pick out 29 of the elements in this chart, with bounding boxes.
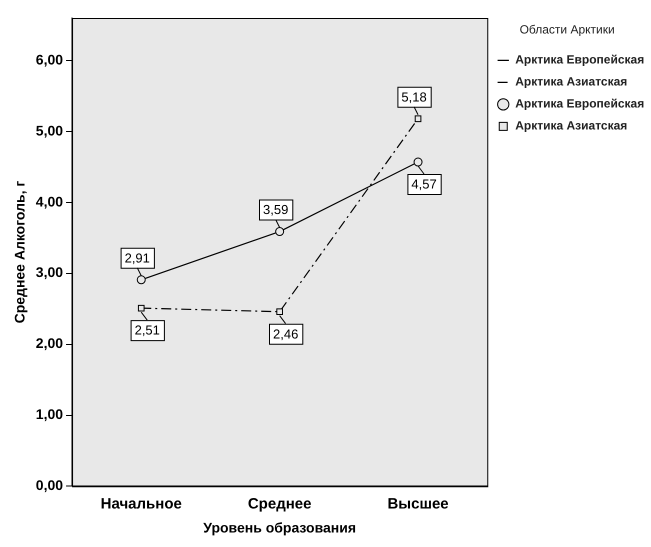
legend-title: Области Арктики <box>520 22 615 36</box>
text: Арктика Азиатская <box>515 74 628 89</box>
data-label: 3,59 <box>262 202 288 218</box>
x-tick-label: Среднее <box>248 495 312 512</box>
x-tick-label: Начальное <box>100 495 182 512</box>
y-tick-label: 6,00 <box>36 51 64 68</box>
data-label: 4,57 <box>411 176 437 192</box>
data-label: 2,91 <box>124 250 150 266</box>
y-tick-label: 0,00 <box>36 477 64 494</box>
y-tick-label: 1,00 <box>36 406 64 422</box>
point <box>414 158 423 167</box>
point <box>414 115 422 122</box>
data-label: 2,51 <box>134 322 160 338</box>
data-label: 5,18 <box>401 89 427 104</box>
legend-label: Арктика Азиатская <box>515 118 628 133</box>
y-axis-title: Среднее Алкоголь, г <box>11 180 28 324</box>
y-tick-label: 4,00 <box>36 193 64 210</box>
y-tick-label: 2,00 <box>36 335 64 352</box>
point <box>136 275 146 284</box>
y-tick-label: 5,00 <box>36 122 64 138</box>
point <box>138 304 145 312</box>
data-label: 2,46 <box>272 326 298 342</box>
text: Арктика Европейская <box>515 52 644 67</box>
point <box>276 308 283 316</box>
y-tick-label: 3,00 <box>36 264 64 280</box>
point <box>275 227 284 236</box>
x-axis-title: Уровень образования <box>203 519 356 536</box>
legend-label: Арктика Европейская <box>515 96 644 111</box>
x-tick-label: Высшее <box>387 495 449 512</box>
